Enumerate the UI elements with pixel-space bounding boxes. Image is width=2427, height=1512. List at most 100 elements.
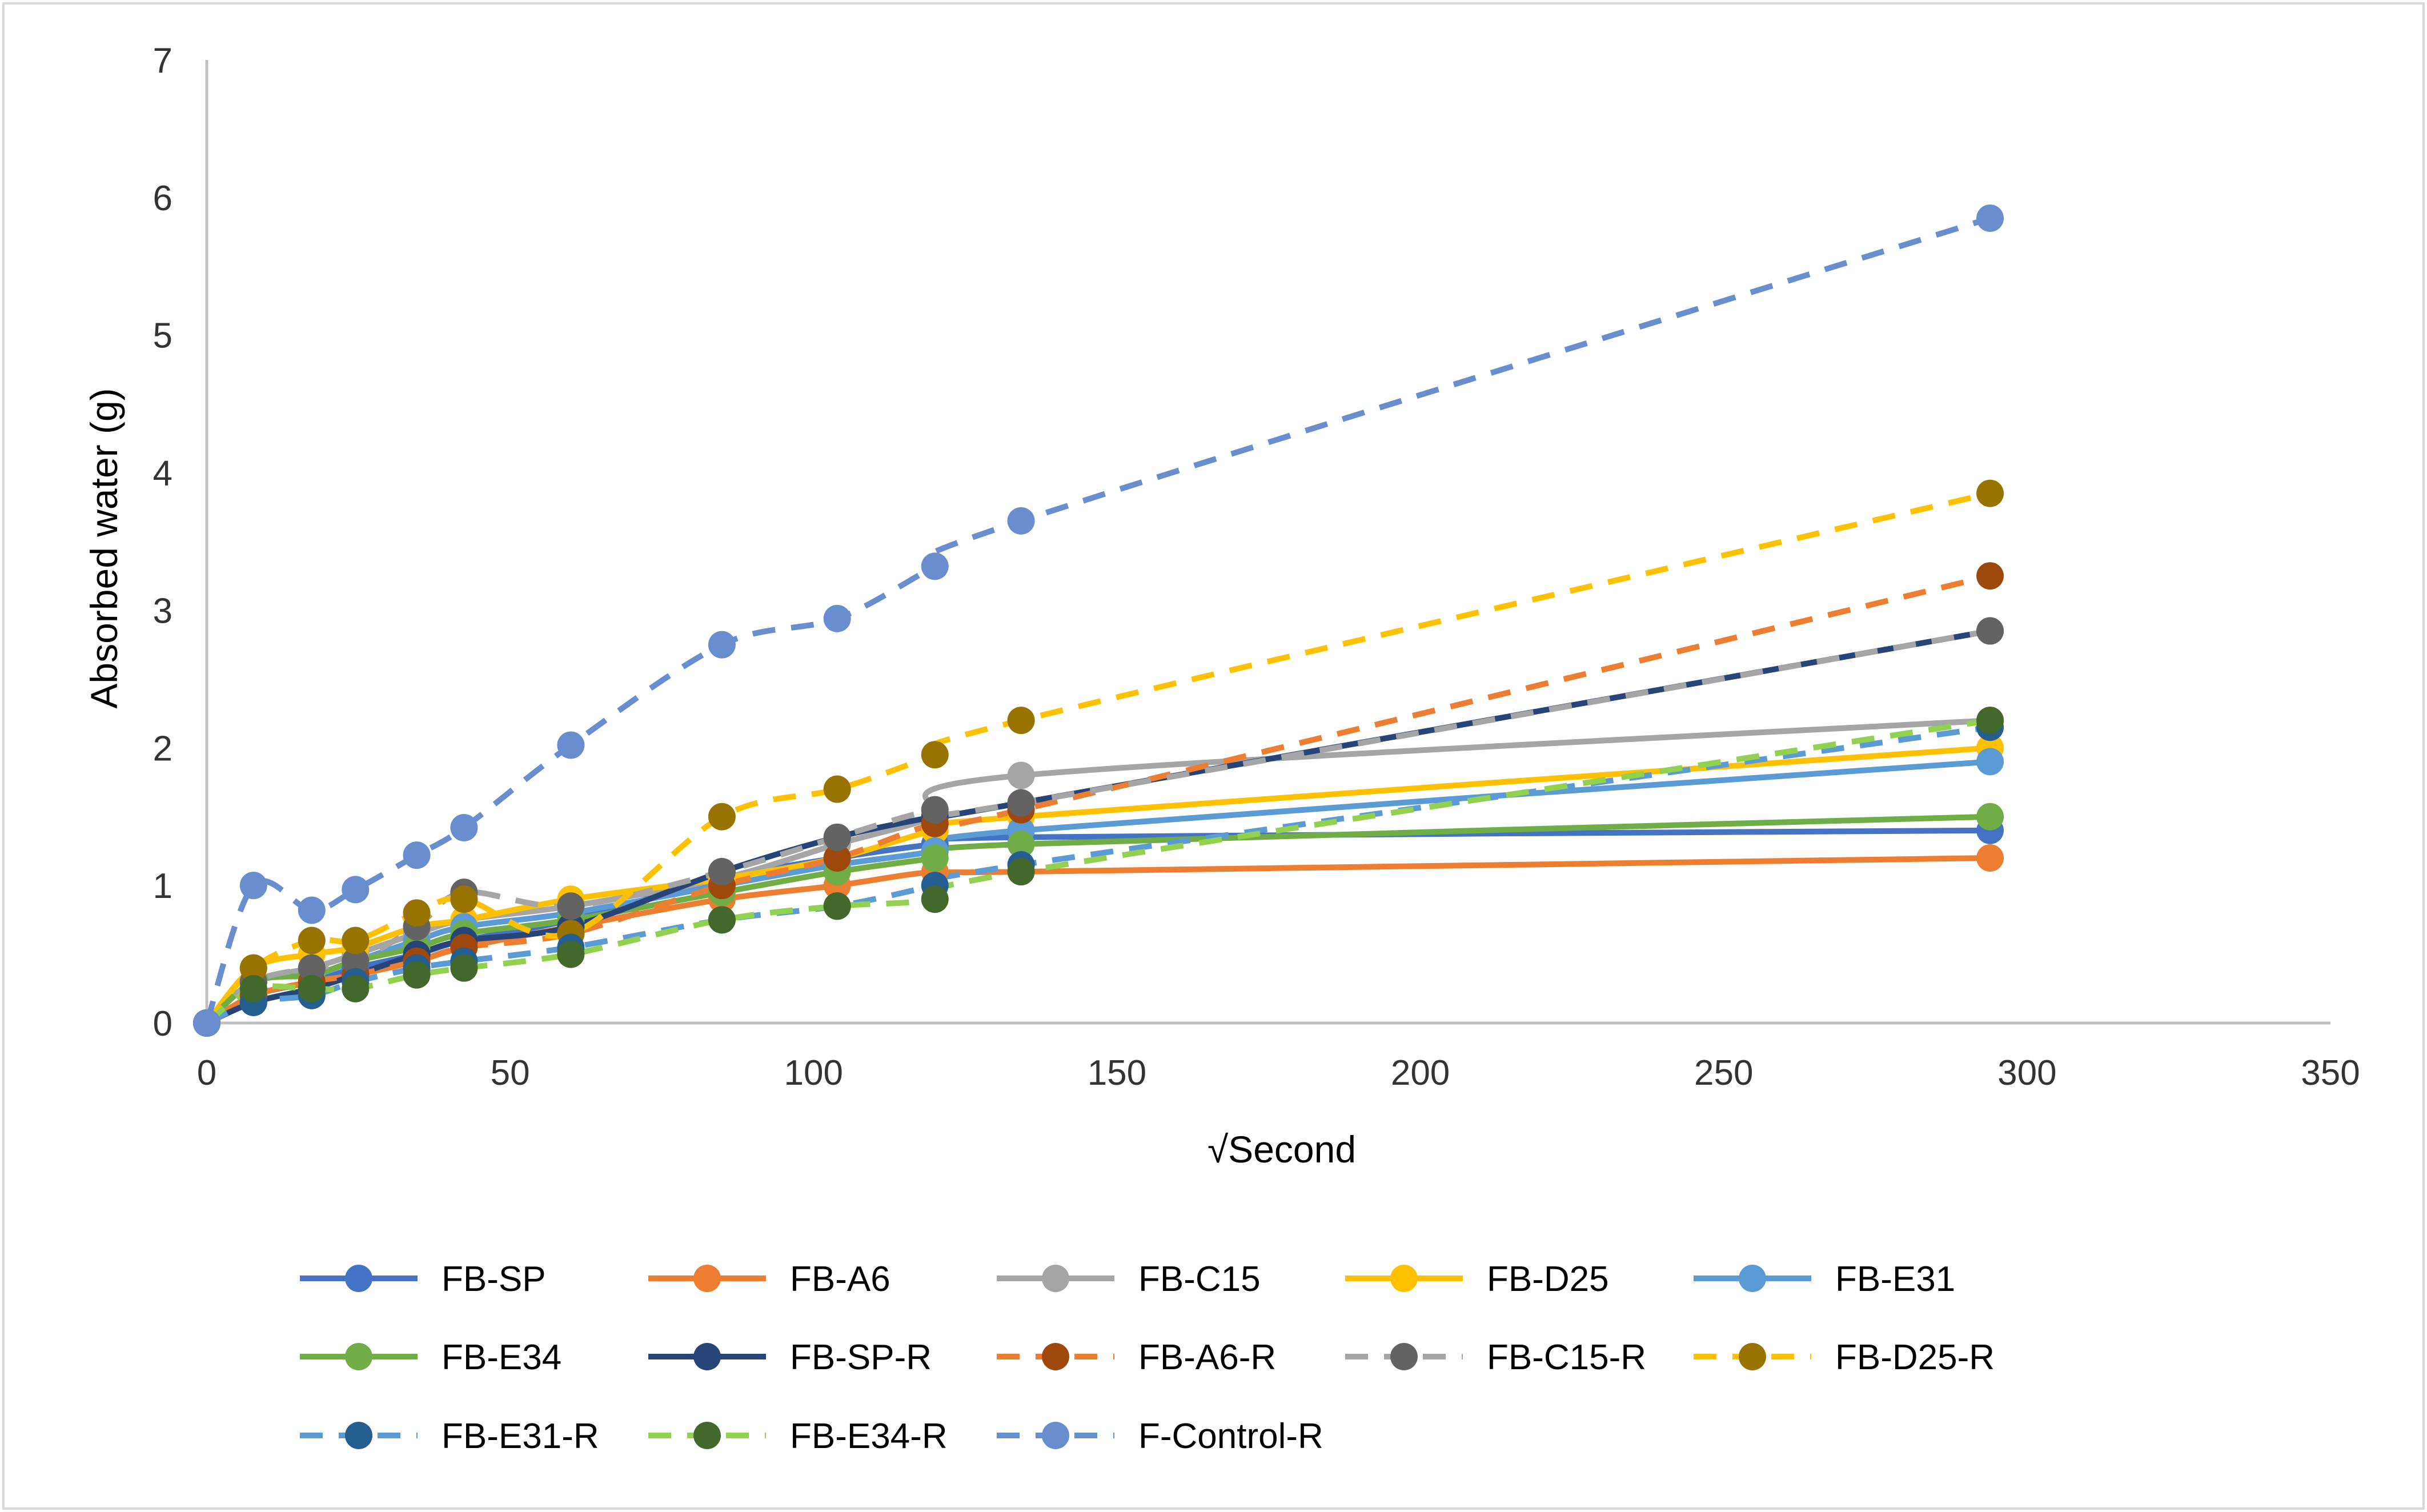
x-tick-label: 350 [2301, 1053, 2360, 1093]
data-point-fb-d25-r [921, 741, 949, 769]
legend-swatch-marker [1739, 1343, 1766, 1370]
legend-swatch-marker [693, 1343, 721, 1370]
legend-swatch-marker [1042, 1265, 1069, 1292]
data-point-fb-c15-r [557, 892, 585, 920]
data-point-fb-e34 [921, 844, 949, 872]
data-point-fb-c15-r [921, 796, 949, 824]
axes: 0 1 2 3 4 5 6 7 0 50 100 150 200 250 300 350 [153, 41, 2360, 1093]
legend-label: F-Control-R [1138, 1417, 1323, 1456]
legend-item-fb-e34-r: FB-E34-R [648, 1417, 948, 1456]
legend-swatch-marker [1390, 1265, 1418, 1292]
data-point-fb-a6 [1976, 844, 2004, 872]
legend-item-fb-c15-r: FB-C15-R [1345, 1338, 1646, 1377]
y-tick-label: 0 [153, 1004, 173, 1044]
data-point-fb-d25-r [708, 803, 736, 831]
x-tick-label: 250 [1694, 1053, 1753, 1093]
data-point-fb-d25-r [298, 927, 326, 954]
legend-swatch-marker [1042, 1422, 1069, 1449]
legend-item-fb-d25: FB-D25 [1345, 1260, 1609, 1299]
legend-label: FB-E31 [1835, 1260, 1955, 1299]
legend-item-fb-sp-r: FB-SP-R [648, 1338, 932, 1377]
data-point-fb-a6-r [1976, 562, 2004, 590]
series-line-fb-d25-r [204, 490, 1991, 1025]
x-tick-label: 50 [491, 1053, 530, 1093]
data-point-fb-c15-r [708, 858, 736, 886]
legend-item-fb-a6-r: FB-A6-R [997, 1338, 1276, 1377]
x-tick-label: 0 [197, 1053, 216, 1093]
data-point-fb-c15 [1007, 761, 1035, 789]
legend-label: FB-A6-R [1138, 1338, 1276, 1377]
x-axis-title: √Second [1208, 1128, 1356, 1170]
data-point-f-control-r [557, 731, 585, 759]
data-point-fb-e34-r [403, 961, 431, 989]
legend-label: FB-C15 [1138, 1260, 1261, 1299]
legend-item-fb-d25-r: FB-D25-R [1694, 1338, 1995, 1377]
y-tick-label: 6 [153, 179, 173, 218]
legend-swatch-marker [345, 1265, 372, 1292]
legend-item-fb-e31: FB-E31 [1694, 1260, 1955, 1299]
data-point-fb-e34-r [823, 892, 851, 920]
data-point-f-control-r [921, 552, 949, 580]
series-line-fb-e34 [204, 813, 1993, 1026]
data-point-fb-d25-r [342, 927, 370, 954]
data-point-fb-d25-r [1007, 707, 1035, 735]
y-tick-label: 1 [153, 867, 173, 906]
legend-item-fb-a6: FB-A6 [648, 1260, 890, 1299]
data-point-fb-d25-r [1976, 479, 2004, 507]
series-line-f-control-r [204, 215, 1991, 1024]
legend-label: FB-E34-R [790, 1417, 948, 1456]
legend-item-f-control-r: F-Control-R [997, 1417, 1323, 1456]
data-point-fb-e34 [1976, 803, 2004, 831]
data-point-fb-d25-r [403, 899, 431, 927]
data-point-fb-c15-r [823, 823, 851, 851]
x-tick-label: 100 [784, 1053, 843, 1093]
legend-item-fb-e31-r: FB-E31-R [300, 1417, 599, 1456]
legend-swatch-marker [345, 1422, 372, 1449]
data-point-fb-e34-r [557, 940, 585, 968]
x-tick-label: 150 [1088, 1053, 1146, 1093]
data-point-fb-e34-r [708, 906, 736, 934]
data-point-fb-e34-r [298, 974, 326, 1002]
x-tick-label: 200 [1391, 1053, 1450, 1093]
data-point-fb-e34-r [239, 974, 267, 1002]
data-point-fb-d25-r [450, 885, 478, 913]
data-point-fb-e34-r [1007, 858, 1035, 886]
legend-label: FB-D25-R [1835, 1338, 1995, 1377]
y-tick-label: 7 [153, 41, 173, 81]
data-point-f-control-r [193, 1009, 220, 1037]
markers-layer [193, 204, 2004, 1037]
legend-item-fb-e34: FB-E34 [300, 1338, 561, 1377]
data-point-fb-c15-r [1007, 789, 1035, 817]
data-point-f-control-r [708, 631, 736, 659]
series-line-fb-e34-r [204, 717, 1991, 1026]
data-point-fb-e34-r [921, 885, 949, 913]
data-point-fb-e34-r [342, 974, 370, 1002]
data-point-fb-a6-r [823, 844, 851, 872]
data-point-f-control-r [823, 604, 851, 632]
legend-item-fb-c15: FB-C15 [997, 1260, 1261, 1299]
data-point-fb-e34-r [450, 954, 478, 982]
data-point-fb-e34 [1007, 830, 1035, 858]
data-point-fb-d25-r [239, 954, 267, 982]
legend-label: FB-SP-R [790, 1338, 932, 1377]
legend: FB-SP FB-A6 FB-C15 FB-D25 FB-E31 FB-E34 FB-SP-… [300, 1260, 1995, 1456]
data-point-f-control-r [239, 872, 267, 900]
legend-label: FB-E31-R [442, 1417, 599, 1456]
legend-swatch-marker [693, 1422, 721, 1449]
data-point-fb-e34-r [1976, 707, 2004, 735]
data-point-f-control-r [298, 896, 326, 924]
data-point-f-control-r [403, 841, 431, 869]
legend-swatch-marker [1739, 1265, 1766, 1292]
data-point-fb-c15-r [298, 954, 326, 982]
data-point-fb-c15-r [1976, 617, 2004, 645]
legend-label: FB-D25 [1487, 1260, 1609, 1299]
legend-label: FB-E34 [442, 1338, 561, 1377]
legend-swatch-marker [693, 1265, 721, 1292]
legend-item-fb-sp: FB-SP [300, 1260, 546, 1299]
y-tick-label: 3 [153, 591, 173, 631]
data-point-f-control-r [1976, 204, 2004, 232]
y-tick-label: 2 [153, 729, 173, 768]
legend-label: FB-A6 [790, 1260, 890, 1299]
